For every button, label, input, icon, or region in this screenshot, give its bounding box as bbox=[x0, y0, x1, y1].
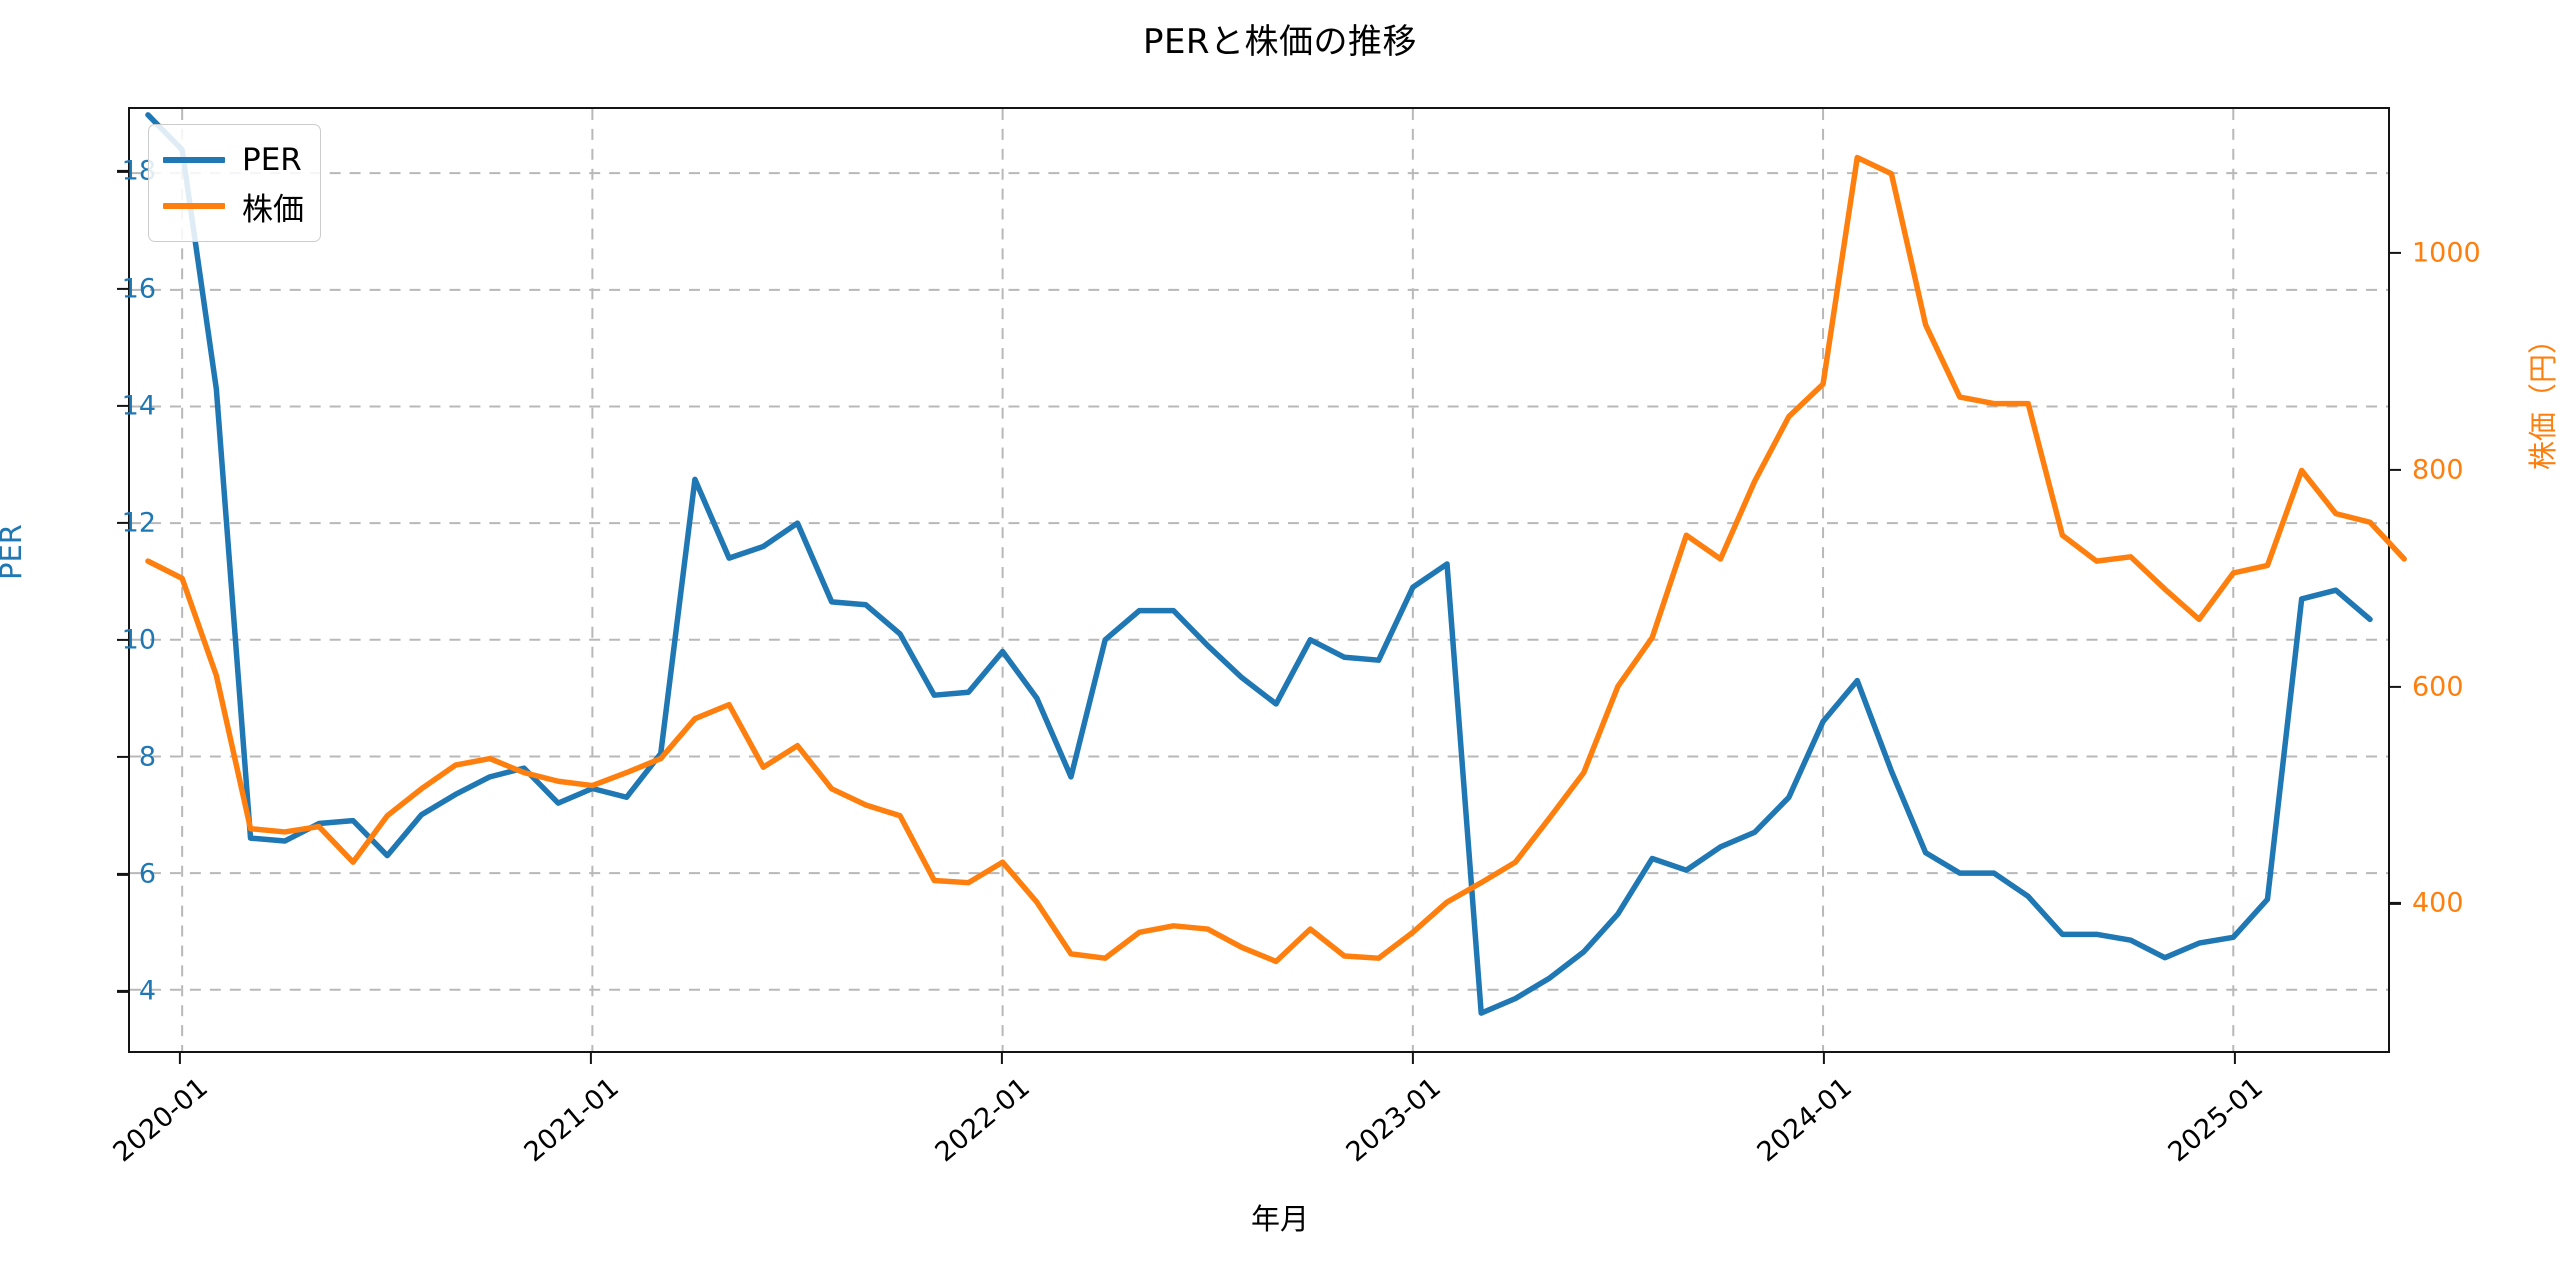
x-axis-tick-mark bbox=[590, 1053, 593, 1064]
x-axis-tick-mark bbox=[179, 1053, 182, 1064]
legend-item-stock[interactable]: 株価 bbox=[163, 183, 304, 229]
y-axis-right-tick-mark bbox=[2390, 252, 2401, 255]
x-axis-label: 年月 bbox=[1250, 1202, 1309, 1236]
plot-area bbox=[128, 107, 2407, 1053]
y-axis-right-tick-mark bbox=[2390, 685, 2401, 688]
y-axis-left-tick-label: 8 bbox=[138, 741, 156, 773]
y-axis-right-tick-label: 600 bbox=[2412, 671, 2464, 703]
y-axis-right-tick-label: 400 bbox=[2412, 887, 2464, 919]
chart-legend: PER 株価 bbox=[148, 124, 321, 242]
y-axis-left-tick-mark bbox=[117, 756, 128, 759]
y-axis-left-tick-mark bbox=[117, 521, 128, 524]
y-axis-right-tick-mark bbox=[2390, 468, 2401, 472]
y-axis-right-label: 株価（円） bbox=[2526, 324, 2560, 470]
y-axis-left-tick-mark bbox=[117, 873, 128, 876]
x-axis-tick-label: 2025-01 bbox=[2162, 1072, 2269, 1169]
legend-item-label: 株価 bbox=[242, 191, 304, 228]
x-axis-tick-mark bbox=[2233, 1053, 2237, 1064]
y-axis-right-tick-label: 1000 bbox=[2412, 237, 2481, 269]
y-axis-left-tick-mark bbox=[117, 170, 128, 173]
legend-swatch-icon bbox=[163, 157, 225, 163]
y-axis-left-tick-mark bbox=[117, 287, 128, 290]
data-lines bbox=[145, 112, 2407, 1016]
x-axis-tick-label: 2022-01 bbox=[929, 1072, 1037, 1169]
chart-title: PERと株価の推移 bbox=[1142, 22, 1418, 62]
legend-item-label: PER bbox=[242, 142, 302, 178]
legend-item-per[interactable]: PER bbox=[163, 137, 304, 183]
x-axis-tick-mark bbox=[1412, 1053, 1415, 1064]
x-axis-tick-label: 2023-01 bbox=[1340, 1072, 1448, 1169]
x-axis-tick-label: 2021-01 bbox=[518, 1072, 626, 1169]
legend-swatch-icon bbox=[163, 203, 225, 209]
y-axis-left-label: PER bbox=[0, 524, 28, 580]
series-line-stock bbox=[145, 154, 2407, 965]
y-axis-left-tick-label: 4 bbox=[138, 975, 156, 1007]
x-axis-tick-mark bbox=[1822, 1053, 1826, 1064]
x-axis-tick-label: 2020-01 bbox=[107, 1072, 215, 1169]
y-axis-right-tick-label: 800 bbox=[2412, 454, 2464, 486]
x-axis-tick-mark bbox=[1001, 1053, 1004, 1064]
y-axis-right-tick-mark bbox=[2390, 902, 2401, 905]
y-axis-left-tick-label: 6 bbox=[138, 858, 156, 890]
x-axis-tick-label: 2024-01 bbox=[1751, 1072, 1858, 1169]
y-axis-left-tick-mark bbox=[117, 990, 128, 993]
y-axis-left-tick-mark bbox=[117, 638, 128, 642]
y-axis-left-tick-mark bbox=[117, 404, 128, 407]
series-line-per bbox=[145, 112, 2373, 1016]
grid-lines bbox=[130, 109, 2388, 1051]
